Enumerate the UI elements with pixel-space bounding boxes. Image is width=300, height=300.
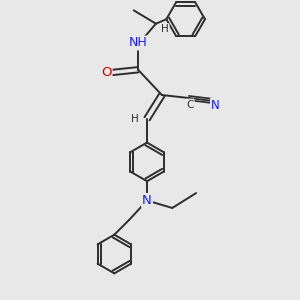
- Text: N: N: [211, 99, 220, 112]
- Text: H: H: [161, 24, 169, 34]
- Text: NH: NH: [129, 37, 148, 50]
- Text: N: N: [142, 194, 152, 207]
- Text: H: H: [131, 114, 138, 124]
- Text: O: O: [101, 66, 112, 79]
- Text: C: C: [186, 100, 194, 110]
